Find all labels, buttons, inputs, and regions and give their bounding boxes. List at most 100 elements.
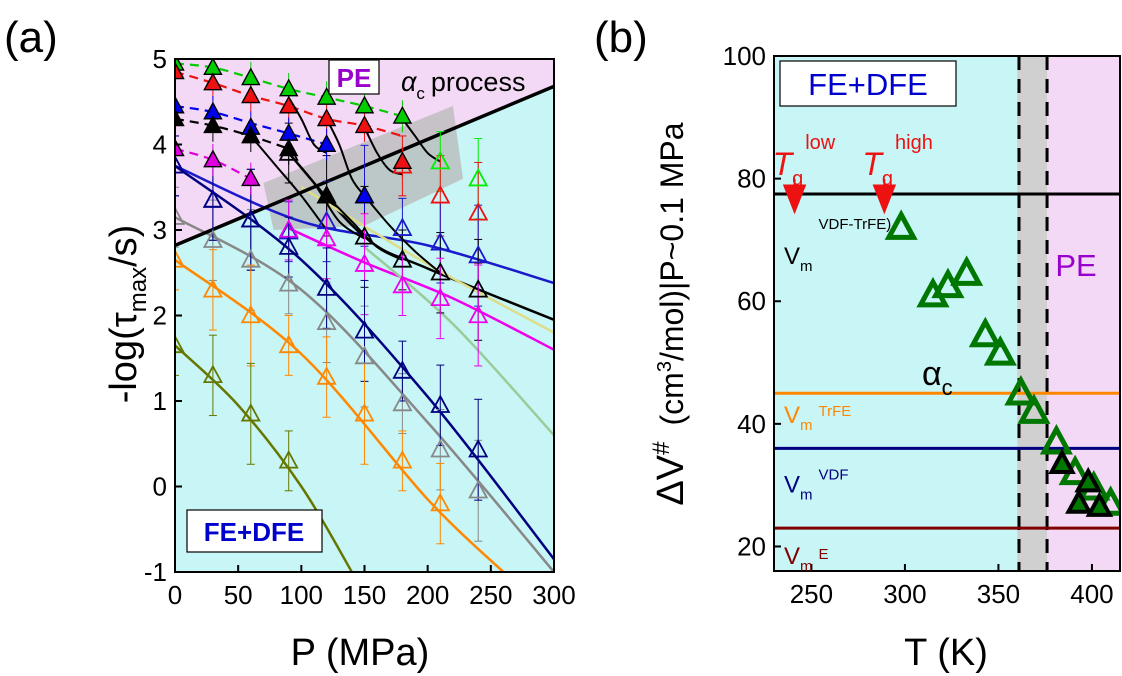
x-tick-label: 400 <box>1070 579 1113 609</box>
open-triangle-point <box>175 249 186 268</box>
fit-curve-6 <box>175 344 353 572</box>
filled-triangle-point <box>241 168 261 187</box>
activation-volume-point-black <box>1074 466 1103 493</box>
y-tick-label: 80 <box>737 164 766 194</box>
filled-triangle-point <box>203 115 223 134</box>
filled-triangle-point <box>203 149 223 168</box>
y-tick-label: 60 <box>737 286 766 316</box>
pe-label-box <box>328 59 380 95</box>
fe-dfe-label-a: FE+DFE <box>204 517 304 547</box>
y-tick-label: 4 <box>153 130 167 160</box>
alpha-c-process-label: αc process <box>401 67 525 103</box>
panel-b-label: (b) <box>594 13 648 62</box>
open-triangle-point <box>468 202 489 221</box>
x-tick-label: 250 <box>469 580 512 610</box>
dashed-fit-3 <box>175 117 290 150</box>
alpha-c-label-b: αc <box>922 355 953 400</box>
open-triangle-point <box>430 492 451 512</box>
filled-triangle-point <box>392 151 413 170</box>
panel-b: (b) 250 300 350 400 20 40 60 80 100 T (K) ΔV#(c… <box>594 13 1121 674</box>
plot-a-area <box>175 59 554 572</box>
y-tick-label: 0 <box>153 472 167 502</box>
open-triangle-point <box>430 184 451 204</box>
open-triangle-point <box>354 402 375 422</box>
filled-triangle-point <box>316 87 337 105</box>
x-tick-label: 100 <box>280 580 323 610</box>
x-tick-label: 150 <box>343 580 386 610</box>
open-triangle-point <box>392 392 413 412</box>
open-triangle-point <box>430 287 451 307</box>
transition-curve-3 <box>401 118 441 163</box>
fe-dfe-label-box-b <box>779 60 957 107</box>
y-tick-label: 40 <box>737 409 766 439</box>
pe-label: PE <box>337 63 372 93</box>
open-triangle-point <box>430 231 451 251</box>
pe-label-b: PE <box>1055 248 1096 283</box>
activation-volume-point <box>983 335 1017 366</box>
fe-dfe-label-box <box>186 509 323 553</box>
filled-triangle-point <box>392 105 413 124</box>
filled-triangle-point <box>316 108 337 127</box>
x-tick-label: 300 <box>532 580 575 610</box>
open-triangle-point <box>316 227 337 247</box>
open-triangle-point <box>468 438 489 458</box>
x-tick-label: 350 <box>977 579 1020 609</box>
open-triangle-point <box>468 479 489 499</box>
open-triangle-point <box>278 236 299 255</box>
open-triangle-point <box>392 274 413 294</box>
tg-label: Tglow <box>773 132 836 190</box>
open-triangle-point <box>430 394 451 413</box>
x-axis-a-ticks: 0 50 100 150 200 250 300 <box>168 565 576 610</box>
y-tick-label: 100 <box>723 41 766 71</box>
plot-b-area <box>774 56 1120 571</box>
open-triangle-point <box>175 154 186 174</box>
y-tick-label: 3 <box>153 215 167 245</box>
filled-triangle-point <box>241 67 261 86</box>
transition-curve-1 <box>325 118 366 197</box>
activation-volume-point <box>1039 424 1073 455</box>
open-triangle-point <box>202 364 223 384</box>
x-axis-a-label: P (MPa) <box>291 632 430 674</box>
filled-triangle-point <box>175 108 185 127</box>
open-triangle-point <box>175 206 186 225</box>
transition-dashed-lines <box>1017 56 1049 571</box>
open-triangle-point <box>240 304 261 324</box>
x-tick-label: 0 <box>168 580 182 610</box>
open-triangle-point <box>316 277 337 296</box>
tg-markers <box>782 179 897 215</box>
filled-triangle-markers <box>175 59 413 204</box>
activation-volume-point <box>968 316 1002 348</box>
plot-b-frame <box>773 55 1121 572</box>
open-triangle-point <box>468 304 489 324</box>
activation-volume-points-black <box>1048 448 1114 517</box>
open-triangle-point <box>278 334 299 354</box>
x-axis-b-label: T (K) <box>904 632 988 674</box>
y-axis-b-label: ΔV#(cm3/mol)|P~0.1 MPa <box>648 122 692 505</box>
open-triangle-point <box>278 449 299 469</box>
tg-label: Tghigh <box>862 132 932 190</box>
x-tick-label: 200 <box>406 580 449 610</box>
dashed-fit-4 <box>175 147 252 180</box>
panel-a-label: (a) <box>4 13 58 62</box>
molar-volume-labels: VmVDF-TrFE) VmTrFE VmVDF VmE <box>784 216 891 575</box>
open-triangle-point <box>202 278 223 298</box>
x-tick-label: 300 <box>883 579 926 609</box>
activation-volume-point-black <box>1065 488 1093 514</box>
filled-triangle-point <box>278 95 299 114</box>
open-triangle-point <box>430 261 451 281</box>
filled-triangle-point <box>241 125 261 144</box>
fe-dfe-label-b: FE+DFE <box>808 67 928 102</box>
x-axis-b-ticks: 250 300 350 400 <box>790 564 1114 609</box>
open-triangle-point <box>430 150 451 170</box>
fit-curve-7 <box>363 246 554 437</box>
filled-triangle-point <box>316 134 337 152</box>
open-triangle-point <box>240 208 261 228</box>
open-triangle-point <box>392 217 413 236</box>
open-triangle-point <box>240 249 261 268</box>
transition-band <box>1017 56 1048 571</box>
open-triangle-point <box>354 320 375 339</box>
molar-volume-label: VmE <box>784 543 829 575</box>
filled-triangle-point <box>278 138 299 157</box>
